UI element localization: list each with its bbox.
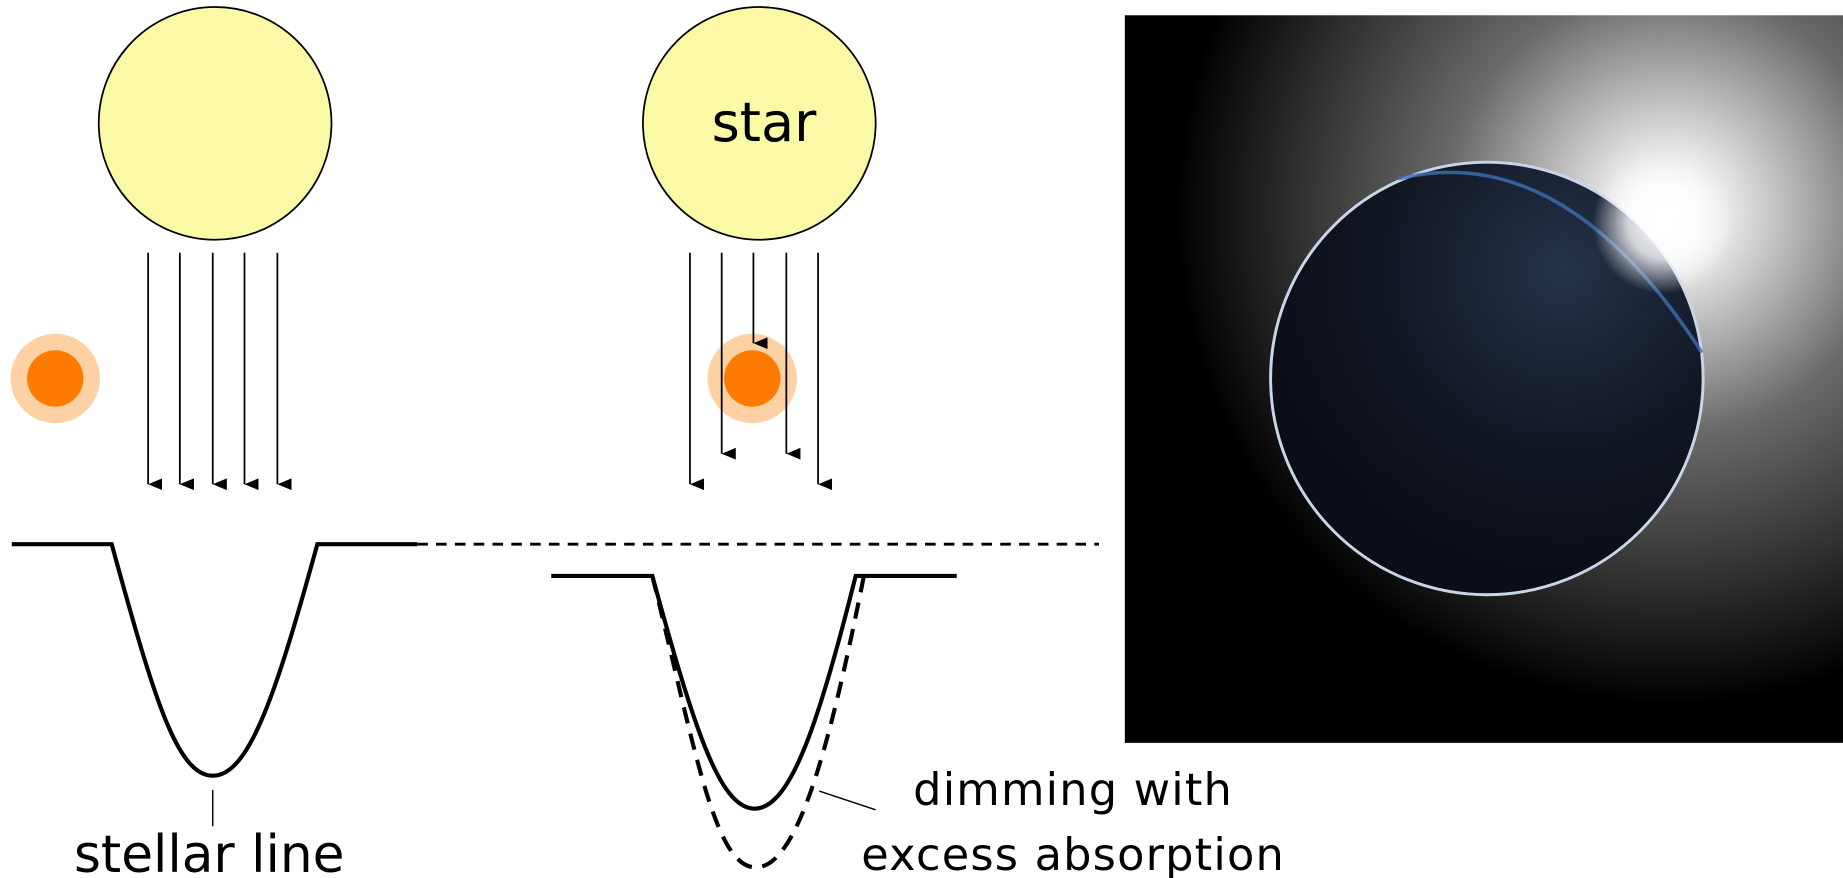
star-label: star [712,91,817,154]
dimming-label: dimming with [913,764,1233,816]
leader-line [819,790,876,811]
planet [27,350,84,407]
light-rays [147,252,292,491]
absorbed-line-profile [650,575,866,870]
planet [724,350,781,407]
star [97,6,333,241]
planet-eclipse-image [1124,15,1843,743]
stellar-line-profile [11,542,418,778]
light-rays [689,252,833,491]
dimming-label: excess absorption [861,829,1285,878]
stellar-line-profile [551,573,957,811]
star [642,6,877,241]
stellar-line-label: stellar line [74,825,344,878]
